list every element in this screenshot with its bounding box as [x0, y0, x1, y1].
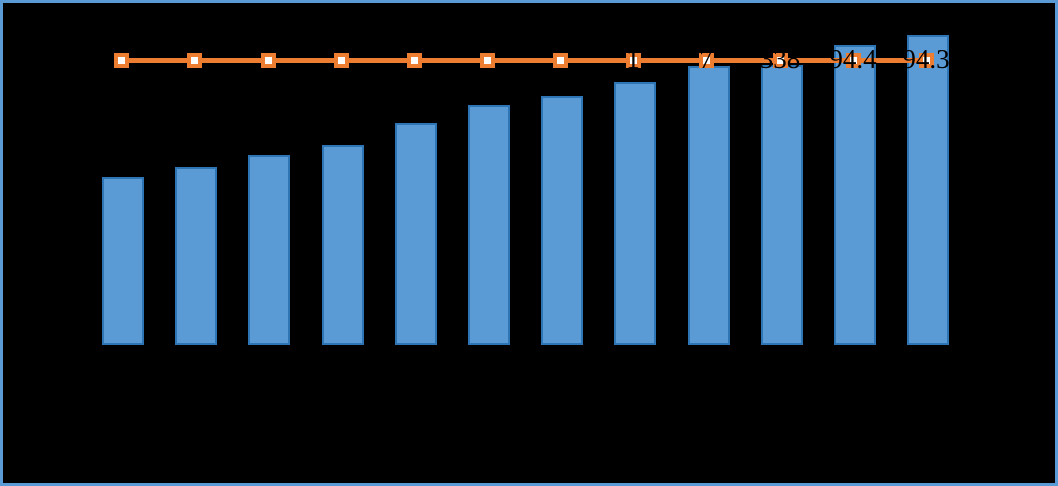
bar-7[interactable] — [541, 96, 584, 345]
bar-11[interactable] — [834, 45, 876, 345]
line-label-10: 338 — [759, 44, 801, 74]
bar-label-12: 4461 — [901, 7, 956, 37]
line-label-12: 94.3 — [902, 44, 950, 74]
bar-4[interactable] — [321, 145, 364, 345]
line-label-8: 1 — [626, 44, 640, 74]
bar-2[interactable] — [175, 167, 218, 345]
line-label-11: 94.4 — [829, 44, 877, 74]
plot-area — [3, 3, 1055, 413]
bar-6[interactable] — [468, 105, 510, 345]
bar-3[interactable] — [248, 155, 291, 345]
bar-8[interactable] — [614, 82, 657, 345]
bar-1[interactable] — [102, 177, 144, 345]
line-label-9: 7 — [699, 44, 713, 74]
bar-10[interactable] — [760, 65, 803, 345]
bar-9[interactable] — [687, 66, 730, 345]
bar-5[interactable] — [394, 123, 437, 345]
bar-12[interactable] — [907, 35, 950, 345]
chart-legend — [3, 413, 1055, 483]
